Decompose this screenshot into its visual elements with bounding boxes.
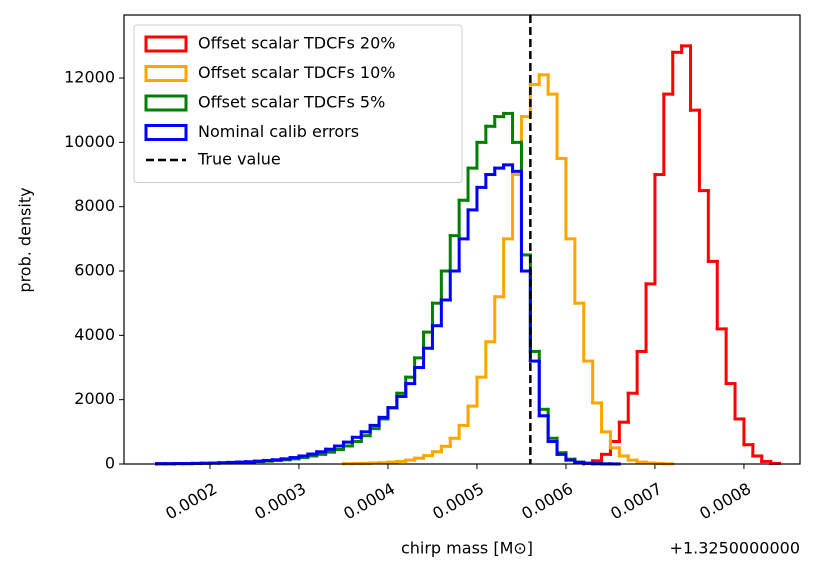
y-tick-label: 4000 bbox=[74, 325, 115, 344]
y-tick-label: 6000 bbox=[74, 261, 115, 280]
legend-swatch bbox=[144, 94, 188, 112]
x-tick-label: 0.0005 bbox=[429, 479, 487, 523]
legend-swatch bbox=[144, 65, 188, 82]
y-axis-label: prob. density bbox=[16, 187, 35, 292]
legend-swatch bbox=[144, 124, 188, 141]
x-tick-label: 0.0006 bbox=[518, 479, 576, 523]
legend-swatch bbox=[144, 35, 188, 53]
y-tick-label: 12000 bbox=[64, 68, 115, 87]
plot-frame bbox=[123, 14, 801, 465]
x-tick-label: 0.0004 bbox=[340, 479, 398, 523]
y-tick-label: 2000 bbox=[74, 389, 115, 408]
legend-box bbox=[133, 24, 463, 183]
legend-label: Nominal calib errors bbox=[198, 122, 359, 141]
x-tick-label: 0.0003 bbox=[251, 479, 309, 523]
y-tick-label: 8000 bbox=[74, 196, 115, 215]
legend-label: Offset scalar TDCFs 5% bbox=[198, 93, 385, 112]
y-tick-label: 0 bbox=[105, 454, 115, 473]
x-axis-label: chirp mass [M⊙] bbox=[401, 539, 533, 558]
legend-label: Offset scalar TDCFs 20% bbox=[198, 34, 395, 53]
x-tick-label: 0.0007 bbox=[607, 479, 665, 523]
x-tick-label: 0.0002 bbox=[162, 479, 220, 523]
x-tick-label: 0.0008 bbox=[696, 479, 754, 523]
legend-label: True value bbox=[197, 150, 281, 169]
y-tick-label: 10000 bbox=[64, 132, 115, 151]
x-offset-label: +1.3250000000 bbox=[670, 539, 800, 558]
legend-label: Offset scalar TDCFs 10% bbox=[198, 63, 395, 82]
